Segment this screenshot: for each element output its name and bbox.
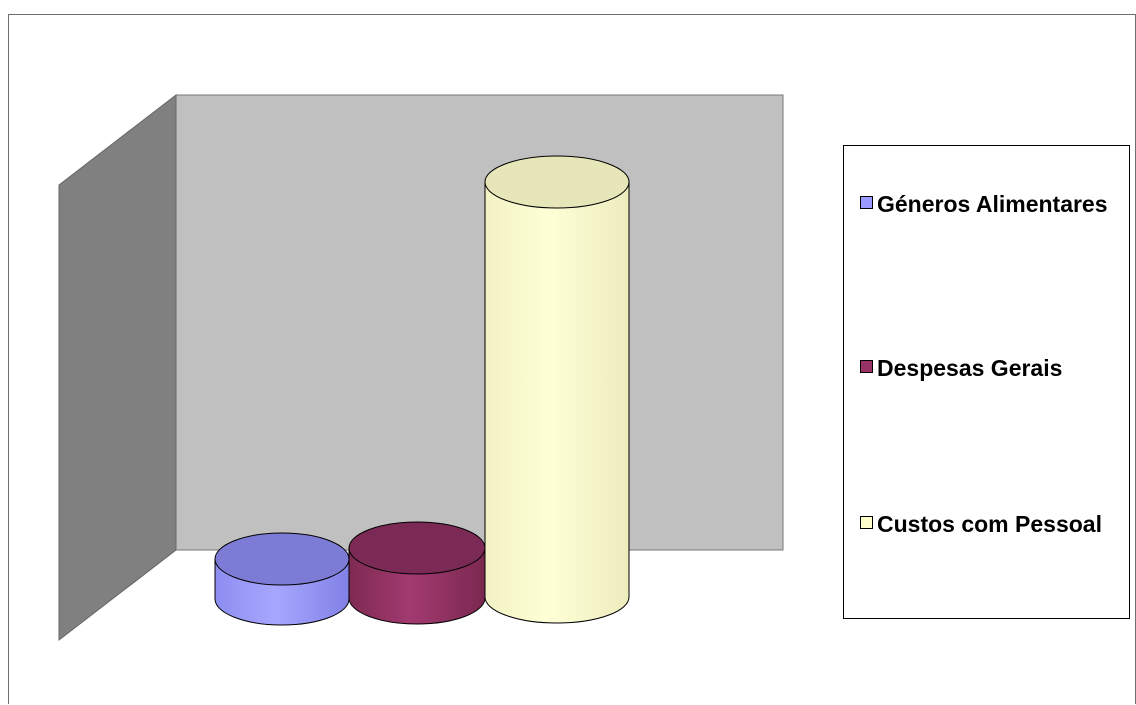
back-wall — [175, 94, 784, 551]
chart-area: Géneros Alimentares Despesas Gerais Cust… — [8, 14, 1136, 704]
plot-area — [58, 93, 784, 642]
legend: Géneros Alimentares Despesas Gerais Cust… — [843, 145, 1130, 619]
legend-label: Custos com Pessoal — [877, 511, 1102, 537]
legend-swatch — [860, 360, 873, 373]
side-wall — [58, 93, 177, 642]
bar-0-top — [214, 532, 350, 586]
legend-item: Géneros Alimentares — [860, 190, 1112, 219]
legend-item: Despesas Gerais — [860, 354, 1112, 383]
bars-group — [214, 155, 630, 626]
bar-2-top — [484, 155, 630, 209]
legend-swatch — [860, 516, 873, 529]
legend-swatch — [860, 196, 873, 209]
legend-label: Géneros Alimentares — [877, 191, 1108, 217]
legend-item: Custos com Pessoal — [860, 510, 1112, 539]
legend-label: Despesas Gerais — [877, 355, 1063, 381]
bar-2-body — [484, 181, 630, 624]
bar-1-top — [348, 521, 486, 575]
